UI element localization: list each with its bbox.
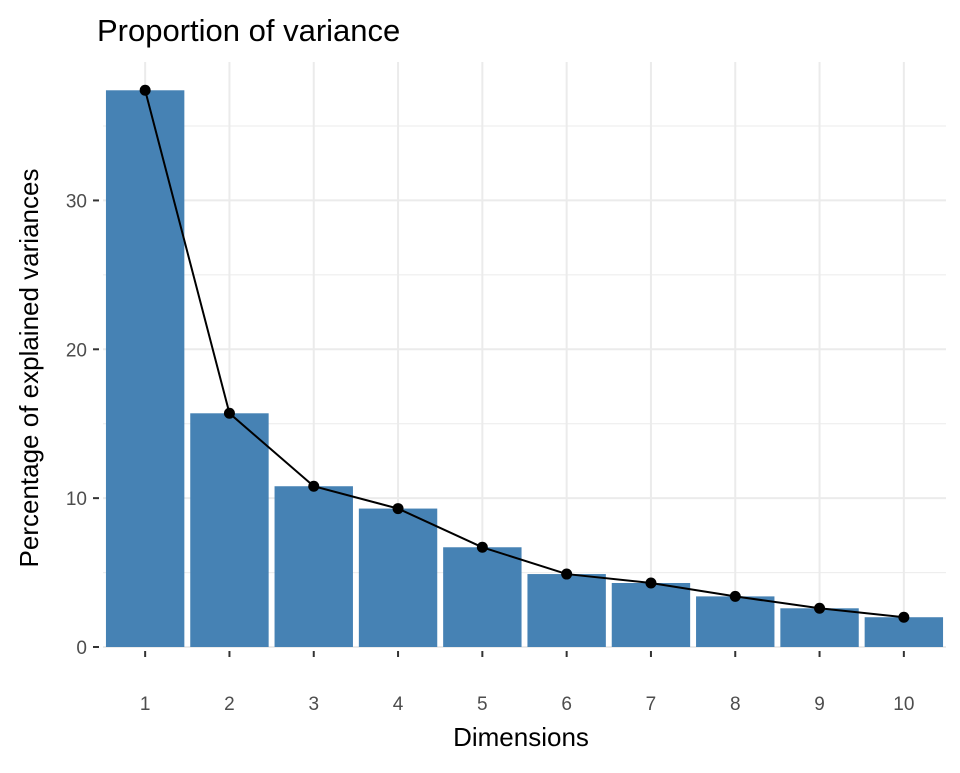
variance-points [139,84,910,623]
bars [105,90,944,647]
variance-line [144,90,904,619]
x-axis-title: Dimensions [453,722,589,752]
variance-point [392,503,404,515]
x-tick-label: 4 [393,694,404,715]
y-tick-label: 30 [66,191,87,212]
chart-title: Proportion of variance [97,13,400,48]
x-tick-label: 9 [814,694,825,715]
bar [780,608,859,647]
y-tick-label: 10 [66,489,87,510]
bar [190,413,269,647]
x-tick-label: 2 [224,694,235,715]
x-tick-label: 7 [646,694,657,715]
variance-point [898,611,910,623]
bar [443,547,522,647]
variance-point [476,541,488,553]
variance-point [561,568,573,580]
x-tick-label: 10 [893,694,914,715]
axes: 0 10 20 30 1 2 3 4 5 6 7 8 9 10 [66,191,915,715]
variance-point [139,84,151,96]
bar [611,582,691,647]
y-tick-label: 20 [66,340,87,361]
bar [274,486,353,647]
bar [527,574,606,647]
variance-point [814,602,826,614]
variance-point [223,407,235,419]
y-axis-title: Percentage of explained variances [14,169,44,568]
bar [358,508,438,647]
x-tick-label: 5 [477,694,488,715]
y-tick-label: 0 [76,638,87,659]
x-tick-label: 3 [308,694,319,715]
bar [696,596,775,647]
bar [105,90,185,647]
x-tick-label: 8 [730,694,741,715]
variance-point [729,590,741,602]
x-tick-label: 1 [140,694,151,715]
variance-point [645,577,657,589]
variance-line-layer [144,90,904,619]
x-tick-label: 6 [561,694,572,715]
variance-point [308,480,320,492]
